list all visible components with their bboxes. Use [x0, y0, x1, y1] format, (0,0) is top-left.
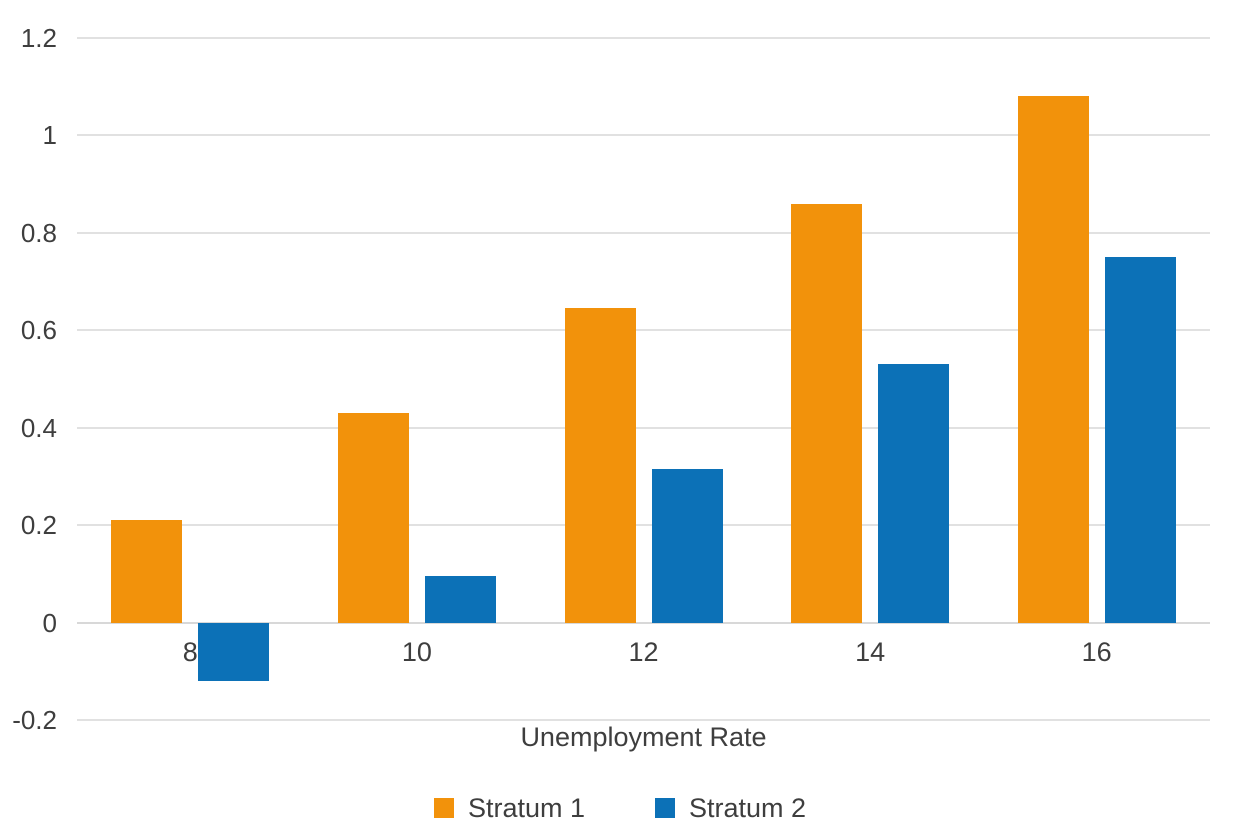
y-tick-label: -0.2 — [12, 705, 57, 735]
x-axis-title: Unemployment Rate — [520, 722, 767, 752]
gridline — [77, 719, 1210, 721]
x-tick-label: 14 — [855, 637, 886, 667]
legend-item-stratum-1: Stratum 1 — [433, 792, 585, 824]
bar-stratum-1[interactable] — [564, 308, 636, 623]
bar-stratum-1[interactable] — [1017, 96, 1089, 623]
bar-stratum-2[interactable] — [198, 622, 270, 682]
legend-label: Stratum 2 — [689, 792, 807, 823]
bar-stratum-2[interactable] — [651, 469, 723, 623]
x-tick-label: 12 — [628, 637, 659, 667]
legend-swatch-stratum-1 — [433, 798, 454, 818]
legend-swatch-stratum-2 — [655, 798, 675, 818]
legend-label: Stratum 1 — [467, 792, 585, 823]
gridline — [77, 329, 1210, 332]
bar-stratum-2[interactable] — [878, 364, 950, 623]
y-tick-label: 0 — [42, 607, 57, 638]
y-tick-label: 1.2 — [20, 23, 57, 53]
bar-stratum-1[interactable] — [791, 203, 863, 623]
y-tick-label: 0.4 — [20, 412, 57, 443]
bar-stratum-1[interactable] — [337, 413, 409, 623]
legend: Stratum 1 Stratum 2 — [0, 792, 1240, 824]
gridline — [77, 134, 1210, 137]
y-tick-label: 0.2 — [20, 510, 57, 541]
gridline — [77, 426, 1210, 429]
x-tick-label: 8 — [182, 637, 198, 667]
x-tick-label: 10 — [401, 637, 432, 667]
y-tick-label: 1 — [42, 120, 57, 151]
y-tick-label: 0.6 — [20, 315, 57, 346]
x-tick-label: 16 — [1081, 637, 1112, 667]
zero-baseline — [77, 621, 1210, 624]
legend-item-stratum-2: Stratum 2 — [655, 793, 806, 824]
gridline — [77, 231, 1210, 234]
bar-stratum-2[interactable] — [424, 576, 496, 623]
bar-stratum-1[interactable] — [111, 520, 183, 623]
y-tick-label: 0.8 — [20, 217, 57, 248]
gridline — [77, 37, 1210, 39]
gridline — [77, 524, 1210, 527]
bar-stratum-2[interactable] — [1104, 257, 1176, 623]
